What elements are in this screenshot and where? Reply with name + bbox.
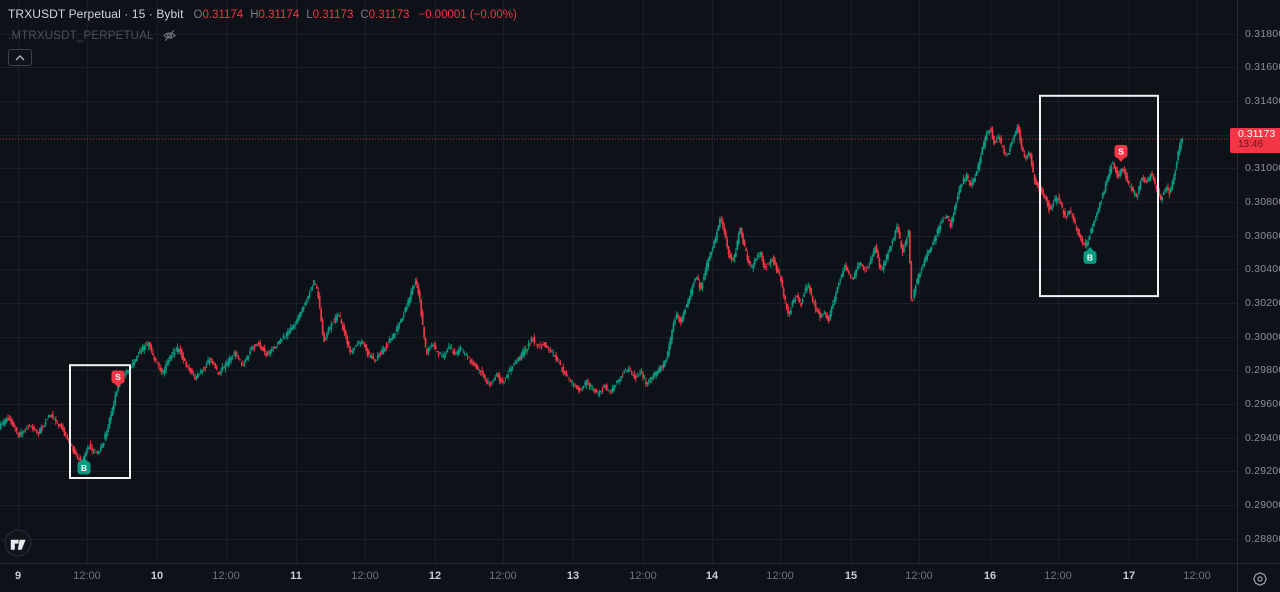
candlestick-chart[interactable]: B S B S — [0, 0, 1237, 563]
close-value: 0.31173 — [368, 9, 410, 21]
symbol-row: TRXUSDT Perpetual · 15 · Bybit O0.31174 … — [8, 7, 517, 21]
time-tick-day-label: 9 — [14, 570, 22, 582]
chevron-up-icon — [15, 54, 25, 60]
svg-text:S: S — [115, 372, 121, 382]
time-tick-label: 12:00 — [212, 570, 240, 582]
time-tick-day-label: 11 — [290, 570, 302, 582]
svg-text:S: S — [1118, 147, 1124, 157]
low-label: L — [306, 9, 313, 21]
ohlc-close: C0.31173 — [360, 7, 409, 21]
highlight-box-1[interactable] — [69, 364, 131, 480]
ohlc-low: L0.31173 — [306, 7, 353, 21]
ohlc-open: O0.31174 — [194, 7, 244, 21]
time-tick-day-label: 15 — [844, 570, 858, 582]
settings-gear-icon — [1252, 571, 1267, 586]
sell-marker[interactable]: S — [1114, 144, 1128, 162]
sell-marker[interactable]: S — [111, 370, 125, 388]
last-price-value: 0.31173 — [1238, 127, 1276, 140]
chart-legend: TRXUSDT Perpetual · 15 · Bybit O0.31174 … — [8, 7, 517, 66]
ohlc-high: H0.31174 — [250, 7, 299, 21]
high-label: H — [250, 9, 259, 21]
time-tick-day-label: 10 — [150, 570, 164, 582]
legend-collapse-button[interactable] — [8, 49, 32, 66]
time-tick-day-label: 17 — [1122, 570, 1136, 582]
low-value: 0.31173 — [312, 9, 354, 21]
eye-off-icon[interactable] — [162, 28, 177, 43]
close-label: C — [360, 9, 369, 21]
time-tick-label: 12:00 — [351, 570, 379, 582]
axis-settings-corner[interactable] — [1237, 563, 1280, 592]
buy-marker[interactable]: B — [1083, 246, 1097, 264]
svg-text:B: B — [81, 463, 87, 473]
open-value: 0.31174 — [202, 9, 244, 21]
time-axis[interactable]: 9 12:00 10 12:00 11 12:00 12 12:00 13 12:00 14 12:0… — [0, 563, 1237, 592]
time-tick-label: 12:00 — [73, 570, 101, 582]
time-tick-label: 12:00 — [629, 570, 657, 582]
time-tick-label: 12:00 — [489, 570, 517, 582]
high-value: 0.31174 — [258, 9, 300, 21]
indicator-row: .MTRXUSDT_PERPETUAL — [8, 28, 517, 43]
change-value: −0.00001 (−0.00%) — [418, 9, 517, 21]
last-price-label: 0.31173 13:46 — [1230, 127, 1280, 153]
time-tick-day-label: 16 — [983, 570, 997, 582]
highlight-box-2[interactable] — [1039, 94, 1159, 298]
time-tick-day-label: 14 — [705, 570, 719, 582]
svg-text:B: B — [1087, 253, 1093, 263]
buy-marker[interactable]: B — [77, 457, 91, 475]
time-tick-label: 12:00 — [905, 570, 933, 582]
candles-layer — [0, 123, 1184, 464]
bar-countdown: 13:46 — [1238, 139, 1264, 151]
time-tick-label: 12:00 — [766, 570, 794, 582]
time-tick-label: 12:00 — [1044, 570, 1072, 582]
time-tick-day-label: 13 — [566, 570, 580, 582]
symbol-title[interactable]: TRXUSDT Perpetual · 15 · Bybit — [8, 7, 184, 21]
indicator-name[interactable]: .MTRXUSDT_PERPETUAL — [8, 29, 154, 42]
open-label: O — [193, 9, 203, 21]
tradingview-logo[interactable] — [4, 529, 32, 557]
time-tick-label: 12:00 — [1183, 570, 1211, 582]
grid-lines — [0, 0, 1237, 563]
time-tick-day-label: 12 — [428, 570, 442, 582]
